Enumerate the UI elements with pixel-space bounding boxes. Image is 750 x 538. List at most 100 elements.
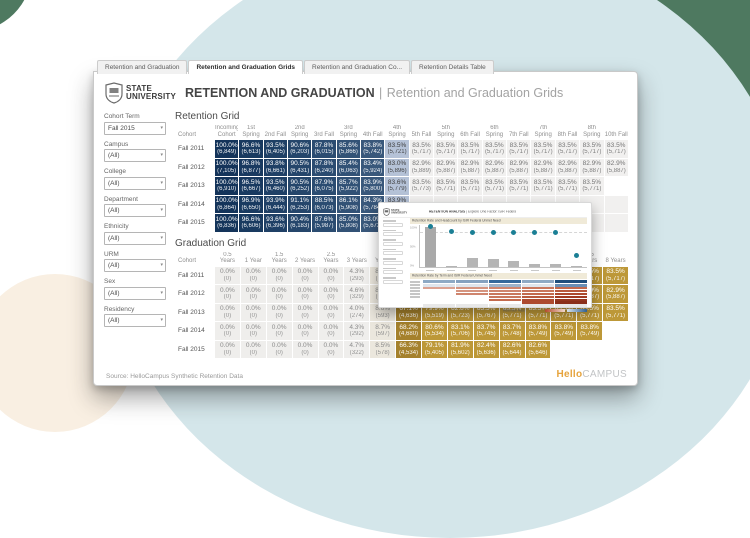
filter-group-college: College (All) ▾	[104, 168, 166, 190]
heatmap-cell	[423, 280, 456, 283]
data-cell: 8.7% (597)	[370, 322, 396, 340]
data-cell: 66.3% (4,534)	[396, 340, 421, 358]
heatmap-cell	[521, 283, 555, 287]
chevron-down-icon: ▾	[160, 179, 163, 186]
data-cell: 82.4% (5,636)	[473, 340, 499, 358]
x-axis-tick	[545, 270, 566, 273]
chevron-down-icon: ▾	[160, 262, 163, 268]
heatmap-cell	[521, 304, 555, 307]
heatmap-cell	[554, 280, 588, 283]
heatmap-cell	[488, 295, 522, 299]
filter-label: College	[104, 168, 127, 175]
filter-campus-select[interactable]: (All) ▾	[104, 149, 166, 162]
overlay-mini-filter	[383, 239, 407, 246]
x-axis-tick	[482, 270, 503, 273]
data-cell: 82.9%(5,887)	[482, 158, 507, 176]
data-cell: 0.0% (0)	[318, 266, 344, 284]
column-header: 2nd Spring	[291, 125, 309, 138]
data-cell: 82.9%(5,887)	[603, 285, 628, 303]
chart-category-slot	[504, 225, 525, 267]
data-cell: 90.6% (6,203)	[288, 140, 312, 158]
filter-label: URM	[104, 250, 119, 258]
x-axis-tick	[419, 270, 440, 273]
data-cell: 82.9%(5,887)	[531, 158, 555, 176]
data-cell	[551, 341, 576, 359]
tab-retention-and-graduation[interactable]: Retention and Graduation	[97, 60, 188, 74]
heatmap-cell	[455, 292, 489, 296]
heatmap-cell	[554, 304, 588, 307]
column-header: 7th Fall	[508, 131, 529, 138]
heatmap-row	[423, 280, 588, 283]
filter-urm-select[interactable]: (All) ▾	[104, 259, 166, 272]
heatmap-cell	[488, 304, 522, 307]
heatmap-grid	[423, 280, 588, 307]
tab-retention-and-graduation-grids[interactable]: Retention and Graduation Grids	[188, 60, 304, 74]
overlay-logo-text: STATE UNIVERSITY	[391, 208, 408, 214]
dashboard-header: STATE UNIVERSITY RETENTION AND GRADUATIO…	[104, 77, 629, 109]
overlay-retention-chart: 100% 50% 0%	[410, 223, 587, 268]
dashboard-footer: Source: HelloCampus Synthetic Retention …	[104, 366, 629, 381]
data-cell: 82.6% (5,646)	[525, 340, 551, 358]
filter-department-select[interactable]: (All) ▾	[104, 204, 166, 217]
data-cell: 0.0% (0)	[292, 322, 318, 340]
data-cell: 83.5%(5,717)	[458, 140, 482, 158]
cohort-label: Fall 2015	[178, 219, 205, 227]
column-header: 5th Spring	[437, 125, 455, 138]
data-cell: 100.0% (6,849)	[215, 140, 239, 158]
chart-category-slot	[420, 223, 441, 267]
y-axis-tick-label: 100%	[410, 226, 418, 230]
filter-group-sex: Sex (All) ▾	[104, 278, 166, 300]
tab-retention-details-table[interactable]: Retention Details Table	[411, 60, 494, 74]
column-header: 10th Fall	[604, 131, 628, 138]
filter-residency-select[interactable]: (All) ▾	[104, 314, 166, 327]
cohort-label: Fall 2015	[178, 345, 205, 353]
heatmap-cell	[554, 287, 588, 290]
filter-value: (All)	[108, 234, 120, 242]
data-cell: 0.0% (0)	[318, 285, 344, 303]
headcount-bar	[466, 257, 478, 267]
tab-retention-and-graduation-co[interactable]: Retention and Graduation Co...	[304, 60, 411, 74]
chart-category-slot	[566, 225, 587, 267]
data-cell: 8.5% (578)	[370, 340, 396, 358]
data-cell: 0.0% (0)	[318, 340, 344, 358]
heatmap-row-labels	[410, 280, 421, 307]
filter-value: (All)	[108, 289, 120, 297]
data-cell: 83.5% (5,773)	[409, 177, 434, 195]
filter-college-select[interactable]: (All) ▾	[104, 176, 166, 190]
data-cell: 85.7% (5,922)	[336, 177, 361, 195]
data-cell: 83.9% (5,800)	[361, 177, 385, 195]
column-header: 7th Spring	[534, 125, 552, 138]
data-cell: 83.8% (5,749)	[577, 322, 603, 340]
overlay-mini-filter	[383, 277, 407, 284]
column-header: Cohort	[178, 258, 197, 264]
column-header: 1.5 Years	[271, 251, 287, 265]
heatmap-cell	[554, 292, 588, 296]
data-cell: 83.5%(5,717)	[482, 140, 507, 158]
hellocampus-logo: HelloCAMPUS	[556, 369, 627, 380]
filter-cohort-term-select[interactable]: Fall 2015 ▾	[104, 121, 166, 135]
chevron-down-icon: ▾	[160, 289, 163, 296]
data-cell: 83.5%(5,717)	[409, 140, 434, 158]
data-cell: 83.5%(5,717)	[531, 140, 555, 158]
data-cell: 90.5% (6,252)	[288, 177, 312, 195]
university-logo-text: STATE UNIVERSITY	[126, 84, 177, 101]
data-cell: 0.0% (0)	[266, 340, 292, 358]
column-header: 2 Years	[295, 258, 316, 264]
filter-sex-select[interactable]: (All) ▾	[104, 286, 166, 300]
data-cell: 83.5%(5,771)	[580, 177, 604, 195]
retention-analysis-overlay-window[interactable]: STATE UNIVERSITY RETENTION ANALYSIS | Ex…	[378, 202, 592, 312]
data-cell: 87.8% (6,015)	[312, 140, 336, 158]
overlay-mini-filter	[383, 248, 407, 255]
data-cell: 0.0% (0)	[240, 322, 266, 340]
data-cell: 0.0% (0)	[240, 303, 266, 321]
chevron-down-icon: ▾	[160, 152, 163, 158]
headcount-bar	[508, 261, 520, 267]
heatmap-cell	[423, 283, 456, 287]
heatmap-cell	[521, 289, 555, 293]
chevron-down-icon: ▾	[160, 234, 163, 241]
filter-ethnicity-select[interactable]: (All) ▾	[104, 231, 166, 245]
x-axis-tick	[524, 270, 545, 273]
cohort-label: Fall 2011	[178, 271, 205, 279]
data-cell: 93.5% (6,460)	[263, 177, 288, 195]
data-cell: 83.5%(5,717)	[434, 140, 458, 158]
